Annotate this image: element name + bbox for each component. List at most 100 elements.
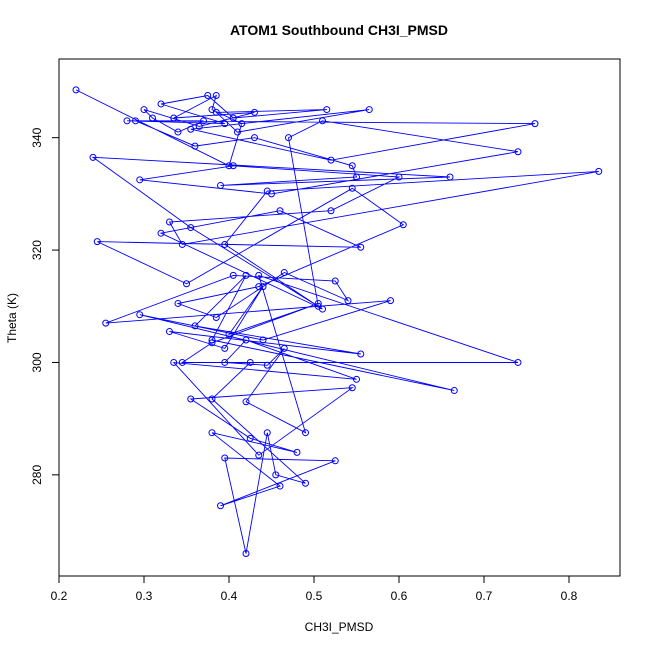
data-point	[72, 86, 80, 94]
data-point	[395, 173, 403, 181]
data-point	[280, 269, 288, 277]
data-point	[272, 471, 280, 479]
data-point	[331, 277, 339, 285]
data-point	[263, 361, 271, 369]
data-point	[242, 271, 250, 279]
x-tick-label: 0.2	[51, 589, 68, 603]
chart-title: ATOM1 Southbound CH3I_PMSD	[230, 22, 448, 38]
data-point	[200, 117, 207, 125]
data-point	[348, 384, 356, 392]
data-point	[208, 336, 216, 344]
data-point	[187, 125, 195, 133]
x-axis: 0.2 0.3 0.4 0.5 0.6 0.7 0.8	[51, 575, 578, 603]
data-point	[102, 319, 110, 327]
y-tick-label: 280	[30, 465, 44, 485]
data-point	[136, 311, 144, 319]
data-point	[595, 167, 603, 175]
data-point	[166, 218, 173, 226]
data-point	[178, 240, 186, 248]
x-axis-label: CH3I_PMSD	[305, 620, 374, 634]
data-point	[327, 156, 335, 164]
data-point	[242, 398, 250, 406]
data-point	[344, 297, 352, 305]
data-point	[365, 106, 373, 114]
data-point	[229, 162, 237, 170]
x-tick-label: 0.3	[136, 589, 153, 603]
x-tick-label: 0.6	[391, 589, 408, 603]
data-point	[302, 479, 309, 487]
data-point	[276, 207, 284, 215]
data-point	[246, 358, 254, 366]
data-point	[246, 434, 254, 442]
data-point	[123, 117, 131, 125]
data-point	[446, 173, 454, 181]
data-point	[357, 350, 365, 358]
data-point	[212, 314, 220, 321]
data-point	[217, 502, 224, 510]
data-point	[221, 454, 229, 462]
data-point	[263, 187, 271, 195]
y-tick-label: 320	[30, 240, 44, 260]
data-point	[136, 176, 144, 184]
data-point	[93, 238, 101, 246]
data-point	[280, 344, 288, 352]
data-point	[191, 142, 199, 150]
data-point	[208, 339, 216, 347]
data-point	[225, 162, 233, 170]
data-point	[221, 344, 229, 352]
data-point	[212, 108, 220, 116]
data-point	[331, 457, 339, 465]
y-axis: 280 300 320 340	[30, 127, 60, 485]
data-point	[348, 184, 356, 192]
data-point	[348, 162, 356, 170]
data-point	[251, 134, 258, 142]
data-point	[314, 299, 322, 307]
y-tick-label: 340	[30, 127, 44, 147]
data-point	[183, 280, 190, 288]
data-point	[187, 224, 195, 232]
data-point	[259, 283, 267, 291]
data-point	[140, 106, 148, 114]
data-point	[319, 117, 326, 125]
data-point	[212, 92, 220, 100]
data-point	[242, 550, 250, 558]
data-point	[399, 221, 407, 229]
data-point	[132, 117, 139, 125]
data-point	[238, 120, 246, 128]
data-point	[234, 128, 241, 136]
data-point	[302, 429, 309, 437]
data-point	[259, 336, 267, 344]
data-point	[323, 106, 331, 114]
data-point	[166, 328, 173, 336]
data-point	[353, 173, 360, 181]
data-point	[221, 240, 229, 248]
data-point	[285, 134, 292, 142]
data-point	[450, 387, 458, 395]
data-point	[263, 429, 271, 437]
data-point	[208, 395, 216, 403]
y-axis-label: Theta (K)	[5, 293, 19, 343]
data-point	[327, 207, 335, 215]
y-tick-label: 300	[30, 352, 44, 372]
data-point	[531, 120, 539, 128]
data-point	[242, 336, 250, 344]
data-point	[174, 299, 182, 307]
data-point	[187, 395, 195, 403]
data-point	[255, 283, 263, 291]
data-point	[225, 330, 233, 338]
x-tick-label: 0.5	[306, 589, 323, 603]
data-point	[157, 100, 165, 108]
data-point	[170, 358, 178, 366]
data-point	[149, 114, 156, 122]
data-point	[204, 92, 212, 100]
data-point	[514, 358, 522, 366]
data-point	[357, 243, 365, 251]
series-line	[75, 89, 599, 554]
data-point	[514, 148, 522, 156]
data-point	[319, 305, 326, 313]
data-point	[157, 229, 165, 237]
series-layer	[72, 86, 603, 558]
data-point	[195, 122, 203, 130]
